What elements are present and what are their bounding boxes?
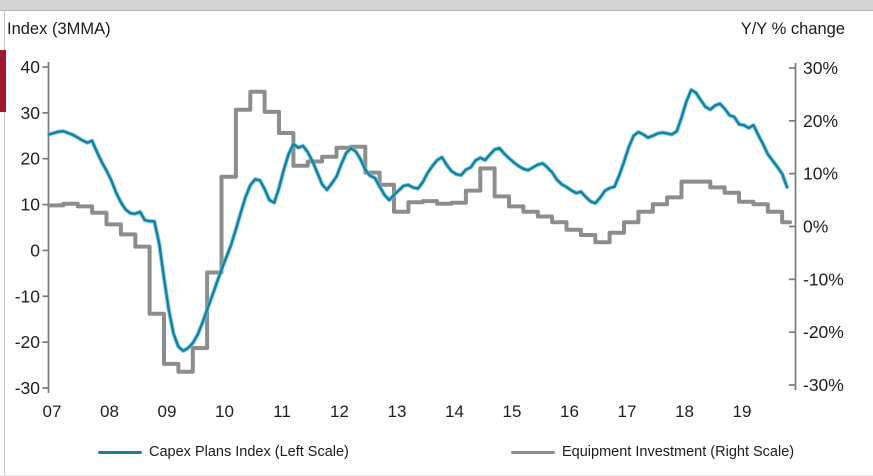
- right-axis-tick-label: 10%: [803, 164, 838, 184]
- left-axis-title: Index (3MMA): [7, 20, 111, 38]
- x-axis-year-label: 07: [43, 402, 62, 421]
- left-axis-tick-label: 0: [30, 240, 40, 260]
- right-axis-tick-label: -20%: [803, 322, 844, 342]
- equipment-legend-label: Equipment Investment (Right Scale): [562, 444, 795, 460]
- right-axis-tick-label: -30%: [803, 375, 844, 395]
- x-axis-year-label: 15: [503, 402, 522, 421]
- capex-legend-label: Capex Plans Index (Left Scale): [149, 444, 349, 460]
- legend-item-capex: Capex Plans Index (Left Scale): [98, 444, 349, 460]
- x-axis-year-label: 19: [733, 402, 752, 421]
- x-axis-year-label: 16: [560, 402, 579, 421]
- x-axis-year-label: 17: [618, 402, 637, 421]
- right-axis-title: Y/Y % change: [740, 20, 845, 38]
- legend-item-equipment: Equipment Investment (Right Scale): [511, 444, 794, 460]
- left-axis-tick-label: -30: [15, 378, 41, 398]
- equipment-line-swatch: [511, 450, 555, 454]
- right-axis-tick-label: 20%: [803, 111, 838, 131]
- capex-plans-line: [47, 88, 789, 353]
- x-axis-year-label: 13: [388, 402, 407, 421]
- x-axis-year-label: 08: [100, 402, 119, 421]
- x-axis-year-label: 12: [330, 402, 349, 421]
- x-axis-year-label: 10: [215, 402, 234, 421]
- x-axis-year-label: 18: [675, 402, 694, 421]
- left-axis-tick-label: 40: [21, 57, 41, 77]
- window-left-border: [4, 10, 5, 475]
- x-axis-year-label: 09: [158, 402, 177, 421]
- left-axis-tick-label: -10: [15, 286, 41, 306]
- x-axis-year-label: 14: [445, 402, 464, 421]
- x-axis-year-label: 11: [273, 402, 291, 421]
- left-axis-tick-label: 20: [21, 149, 41, 169]
- left-axis-tick-label: 30: [21, 103, 41, 123]
- capex-line-swatch: [98, 450, 142, 454]
- left-axis-tick-label: 10: [21, 195, 41, 215]
- right-axis-tick-label: -10%: [803, 269, 844, 289]
- slide-accent-bar: [0, 50, 6, 112]
- window-titlebar: [0, 0, 873, 11]
- right-axis-tick-label: 30%: [803, 58, 838, 78]
- equipment-investment-line: [47, 89, 792, 374]
- right-axis-tick-label: 0%: [803, 217, 828, 237]
- left-axis-tick-label: -20: [15, 332, 41, 352]
